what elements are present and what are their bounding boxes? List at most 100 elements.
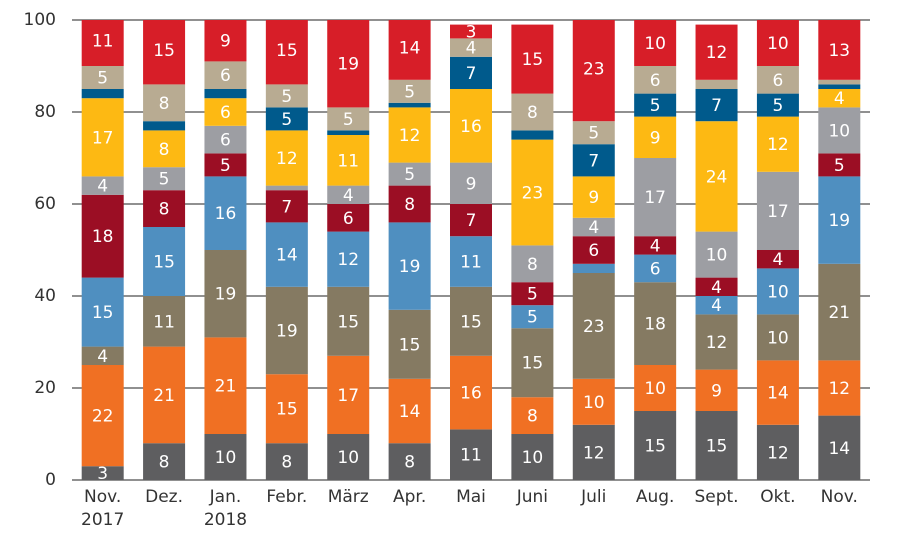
data-label: 22	[92, 407, 114, 427]
data-label: 4	[650, 236, 661, 256]
bar-segment	[450, 38, 492, 57]
bar-segment	[756, 66, 799, 94]
bar-segment	[143, 20, 186, 85]
bar-segment	[695, 411, 738, 480]
data-label: 19	[215, 285, 237, 305]
bar-segment	[634, 158, 677, 237]
bar-segment	[81, 89, 124, 99]
x-tick-label: Febr.	[266, 487, 308, 507]
data-label: 12	[767, 135, 789, 155]
data-label: 15	[644, 437, 666, 457]
bar-segment	[81, 20, 124, 66]
bar-segment	[756, 424, 799, 480]
x-tick-label: Okt.	[760, 487, 796, 507]
bar-segment	[572, 121, 615, 145]
data-label: 7	[711, 96, 722, 116]
bar-segment	[634, 282, 677, 365]
data-label: 9	[588, 188, 599, 208]
bar-segment	[818, 415, 861, 480]
data-label: 7	[466, 211, 477, 231]
bar-segment	[81, 194, 124, 278]
data-label: 5	[281, 87, 292, 107]
data-label: 23	[522, 184, 544, 204]
bar-segment	[634, 411, 677, 480]
data-label: 15	[92, 303, 114, 323]
bar-segment	[634, 66, 677, 94]
x-tick-label: Nov. 2017	[81, 487, 125, 530]
data-label: 17	[767, 202, 789, 222]
data-label: 5	[220, 156, 231, 176]
data-label: 15	[153, 41, 175, 61]
bar-segment	[756, 171, 799, 250]
data-label: 10	[583, 393, 605, 413]
bar-segment	[265, 443, 308, 480]
data-label: 15	[276, 41, 298, 61]
bar-segment	[327, 107, 370, 131]
bar-segment	[818, 360, 861, 416]
bar-segment	[511, 282, 554, 306]
bar-segment	[450, 162, 492, 204]
data-label: 12	[767, 443, 789, 463]
data-label: 21	[215, 377, 237, 397]
bar-segment	[511, 245, 554, 283]
bar-segment	[634, 93, 677, 117]
bar-segment	[634, 254, 677, 283]
bar-segment	[265, 84, 308, 108]
bar-segment	[634, 20, 677, 66]
data-label: 8	[527, 103, 538, 123]
data-label: 17	[337, 386, 359, 406]
bar-segment	[756, 93, 799, 117]
bar-segment	[695, 121, 738, 232]
data-label: 7	[588, 151, 599, 171]
data-label: 15	[276, 400, 298, 420]
data-label: 15	[460, 312, 482, 332]
y-tick-label: 80	[34, 102, 56, 122]
data-label: 5	[527, 285, 538, 305]
bar-segment	[511, 24, 554, 94]
bar-segment	[143, 346, 186, 444]
data-label: 8	[404, 195, 415, 215]
data-label: 7	[281, 197, 292, 217]
bar-segment	[511, 397, 554, 434]
data-label: 5	[773, 96, 784, 116]
data-label: 4	[466, 39, 477, 59]
bar-segment	[327, 20, 370, 108]
bar-segment	[265, 222, 308, 287]
x-tick-label: Mai	[456, 487, 486, 507]
bar-segment	[756, 268, 799, 315]
data-label: 10	[522, 448, 544, 468]
data-label: 6	[343, 209, 354, 229]
data-label: 19	[828, 211, 850, 231]
data-label: 9	[711, 381, 722, 401]
x-tick-label: Juni	[516, 487, 549, 507]
data-label: 6	[650, 259, 661, 279]
data-label: 10	[644, 379, 666, 399]
data-label: 19	[276, 322, 298, 342]
bar-segment	[634, 116, 677, 158]
bar-segment	[81, 466, 124, 480]
x-tick-label: Dez.	[145, 487, 183, 507]
bar-segment	[265, 374, 308, 444]
bar-segment	[818, 153, 861, 177]
data-label: 19	[399, 257, 421, 277]
bar-segment	[695, 277, 738, 296]
bar-segment	[204, 125, 247, 154]
bar-segment	[756, 250, 799, 269]
data-label: 23	[583, 317, 605, 337]
bar-segment	[450, 429, 492, 480]
bar-segment	[450, 286, 492, 356]
bar-segment	[756, 20, 799, 66]
bar-segment	[388, 185, 431, 223]
bar-segment	[695, 24, 738, 80]
bar-segment	[695, 89, 738, 122]
data-label: 10	[828, 121, 850, 141]
data-label: 5	[281, 110, 292, 130]
data-label: 12	[276, 149, 298, 169]
bar-segment	[143, 296, 186, 347]
bar-segment	[204, 337, 247, 434]
bar-segment	[265, 20, 308, 85]
data-label: 8	[527, 407, 538, 427]
bar-segment	[450, 24, 492, 39]
data-label: 8	[159, 200, 170, 220]
data-label: 11	[460, 253, 482, 273]
